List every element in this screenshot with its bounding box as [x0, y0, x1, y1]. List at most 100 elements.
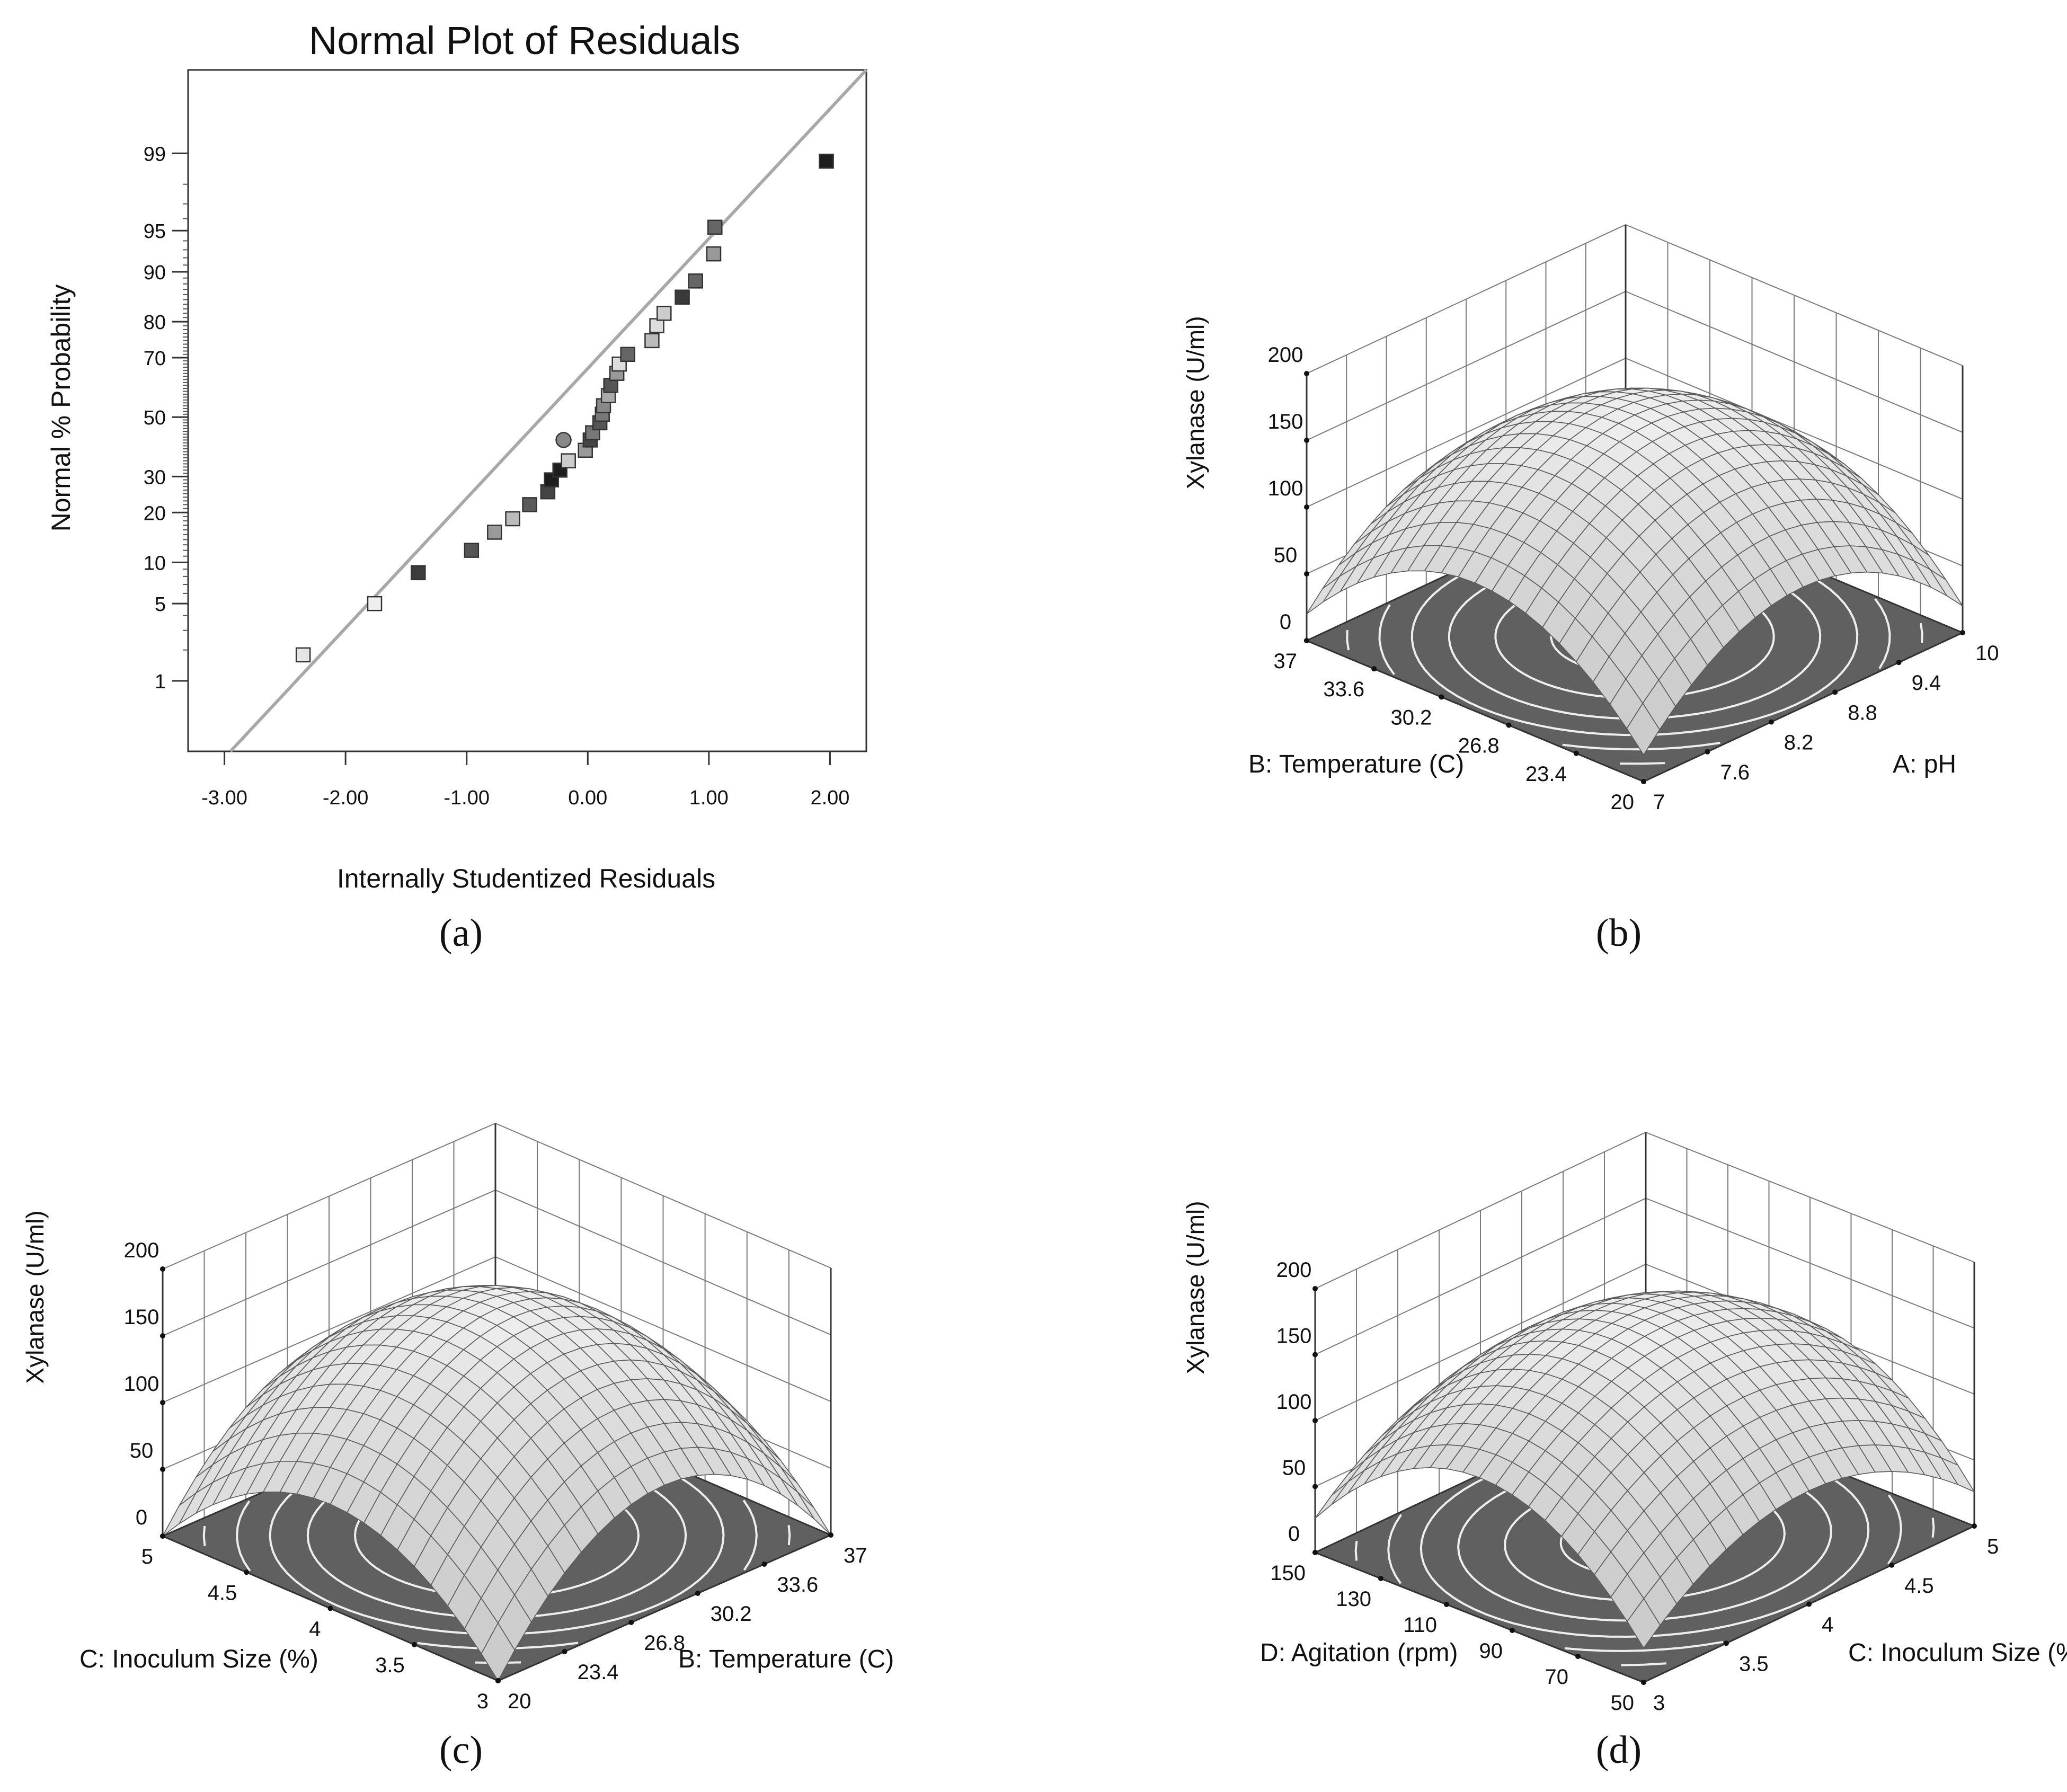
response-surface: [162, 1285, 831, 1682]
contour-line: [1346, 630, 1350, 651]
right-axis-tick-mark: [695, 1591, 700, 1596]
response-surface-panel-c: 0 50 100 150 200 20 23.4 26.8 30.2 33.6 37 3 3.5 4 4.5…: [21, 1123, 894, 1713]
normal-plot-panel: Normal Plot of Residuals 1 5 10 20 30 50 70 80 9…: [46, 19, 868, 893]
right-axis-tick-label: 8.2: [1784, 731, 1814, 755]
y-tick-label: 30: [144, 466, 166, 489]
right-axis-tick-mark: [1960, 630, 1965, 635]
residual-point: [644, 333, 660, 349]
left-axis-tick-label: 20: [1611, 791, 1635, 814]
left-axis-tick-label: 4.5: [208, 1581, 237, 1604]
panel-label-c: (c): [439, 1728, 483, 1772]
plot-frame: [187, 69, 867, 752]
z-tick-label: 200: [124, 1239, 159, 1262]
left-axis-tick-mark: [1573, 750, 1579, 756]
y-tick-label: 10: [144, 552, 166, 574]
right-axis-tick-label: 33.6: [777, 1573, 818, 1596]
right-axis-tick-mark: [761, 1562, 767, 1567]
left-axis-tick-label: 50: [1611, 1691, 1635, 1715]
contour-line: [1387, 1514, 1403, 1584]
y-tick-label: 80: [144, 312, 166, 334]
z-tick-label: 0: [1280, 610, 1291, 634]
y-axis-label: Normal % Probability: [46, 285, 76, 532]
x-tick-label: -1.00: [443, 787, 490, 809]
wall-grid-line: [1625, 358, 1963, 500]
right-axis-tick-mark: [1972, 1523, 1977, 1529]
left-axis-tick-label: 70: [1545, 1665, 1569, 1689]
right-axis-label: C: Inoculum Size (%): [1848, 1639, 2067, 1667]
x-tick-label: 1.00: [689, 787, 729, 809]
contour-line: [1874, 598, 1891, 669]
right-axis-tick-label: 4.5: [1904, 1574, 1934, 1598]
residual-point: [295, 647, 311, 663]
left-axis-tick-label: 37: [1274, 650, 1298, 673]
contour-line: [202, 1525, 206, 1546]
y-tick-label: 99: [144, 143, 166, 165]
contour-line: [1620, 762, 1665, 765]
wall-grid-line: [1315, 1132, 1646, 1289]
left-axis-label: B: Temperature (C): [1248, 750, 1464, 778]
z-axis-label: Xylanase (U/ml): [21, 1210, 49, 1383]
axis-ticks: 0 50 100 150 200 3 3.5 4 4.5 5 50 70 90 110 130 150: [1270, 1258, 1999, 1715]
contour-line: [1378, 604, 1395, 675]
residual-point: [707, 219, 723, 235]
right-axis-tick-label: 3.5: [1739, 1652, 1769, 1675]
x-axis-ticks: -3.00 -2.00 -1.00 0.00 1.00 2.00: [201, 751, 849, 809]
residual-point: [657, 306, 672, 321]
y-minor-ticks: [183, 153, 188, 682]
right-axis-tick-label: 37: [844, 1544, 867, 1567]
left-axis-tick-mark: [327, 1605, 333, 1611]
right-axis-tick-label: 26.8: [644, 1631, 685, 1655]
right-axis-tick-mark: [562, 1649, 567, 1654]
z-tick-label: 150: [1268, 410, 1303, 433]
right-axis-tick-label: 7.6: [1720, 761, 1750, 784]
residual-point: [561, 453, 576, 468]
contour-line: [1354, 1541, 1358, 1561]
z-tick-label: 150: [124, 1306, 159, 1329]
y-tick-label: 5: [155, 593, 166, 616]
residual-point: [411, 565, 426, 581]
contour-line: [1887, 1494, 1902, 1565]
wall-grid-line: [1625, 291, 1963, 433]
wall-grid-line: [1306, 358, 1626, 508]
left-axis-tick-mark: [1444, 1602, 1449, 1607]
right-axis-tick-mark: [1806, 1601, 1812, 1607]
right-axis-tick-label: 9.4: [1912, 671, 1941, 695]
left-axis-tick-label: 26.8: [1458, 734, 1500, 758]
z-tick-label: 200: [1268, 343, 1303, 367]
z-tick-label: 50: [130, 1439, 154, 1462]
left-axis-tick-mark: [1304, 638, 1309, 643]
response-surface-panel-b: 0 50 100 150 200 7 7.6 8.2 8.8 9.4 10 20 23.4 26.8 30.…: [1182, 224, 1999, 814]
z-tick-label: 100: [124, 1372, 159, 1396]
right-axis-tick-mark: [628, 1620, 634, 1625]
left-axis-tick-label: 110: [1403, 1613, 1437, 1637]
left-axis-tick-mark: [1510, 1628, 1515, 1633]
response-surface: [1315, 1290, 1976, 1649]
z-tick-mark: [1312, 1418, 1318, 1423]
left-axis-tick-label: 90: [1479, 1639, 1503, 1663]
left-axis-tick-mark: [411, 1642, 417, 1647]
z-tick-label: 50: [1274, 544, 1298, 567]
residual-point: [367, 596, 383, 611]
residual-points: [295, 153, 834, 663]
axis-ticks: 0 50 100 150 200 7 7.6 8.2 8.8 9.4 10 20 23.4 26.8 30.…: [1268, 343, 1999, 814]
contour-line: [236, 1500, 251, 1572]
residual-point: [706, 246, 722, 262]
z-tick-mark: [1312, 1286, 1318, 1291]
z-tick-mark: [1304, 371, 1309, 376]
residual-point: [555, 432, 572, 448]
surface-patch: [1626, 702, 1661, 756]
residual-point: [487, 525, 502, 540]
right-axis-tick-label: 30.2: [711, 1602, 752, 1626]
x-tick-label: -2.00: [323, 787, 369, 809]
response-surface: [1306, 387, 1963, 756]
wall-grid-line: [1306, 224, 1626, 374]
right-axis-tick-mark: [1896, 660, 1902, 666]
contour-line: [1564, 1640, 1724, 1652]
wall-grid-line: [162, 1123, 496, 1270]
right-axis-tick-mark: [1705, 749, 1710, 755]
wall-grid-line: [495, 1256, 831, 1402]
z-tick-label: 0: [136, 1506, 147, 1529]
contour-line: [787, 1525, 791, 1546]
right-axis-tick-label: 10: [1975, 642, 1999, 665]
panel-label-a: (a): [439, 911, 483, 955]
